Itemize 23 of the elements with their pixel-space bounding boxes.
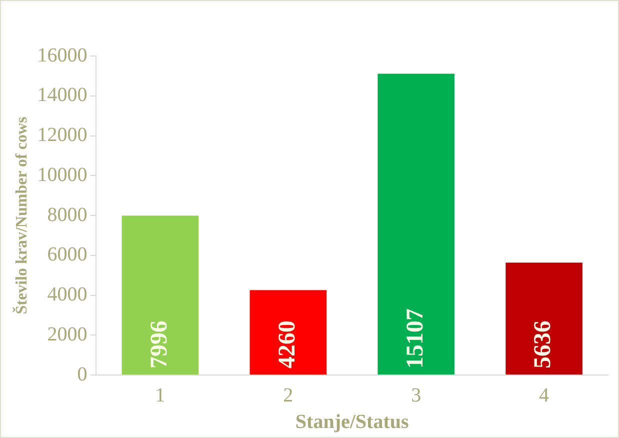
x-axis-title: Stanje/Status — [295, 411, 409, 434]
data-label: 4260 — [274, 320, 300, 368]
x-tick-label: 1 — [155, 384, 166, 406]
y-tick-label: 6000 — [47, 244, 88, 266]
data-label: 5636 — [530, 320, 556, 368]
bar — [506, 262, 582, 374]
bar — [378, 74, 454, 374]
bar — [250, 290, 327, 374]
y-tick-label: 16000 — [37, 44, 88, 66]
y-tick-label: 10000 — [37, 164, 88, 186]
data-label: 15107 — [402, 308, 428, 368]
y-tick-label: 8000 — [47, 204, 88, 226]
data-label: 7996 — [146, 320, 172, 368]
y-tick-label: 2000 — [47, 323, 88, 346]
bar — [122, 216, 199, 374]
x-tick-label: 4 — [539, 384, 550, 406]
y-tick-label: 0 — [77, 363, 88, 386]
y-tick-label: 4000 — [47, 284, 88, 306]
y-axis-title: Število krav/Number of cows — [12, 116, 31, 314]
y-tick-label: 14000 — [37, 84, 88, 106]
x-tick-label: 3 — [411, 384, 422, 406]
x-tick-label: 2 — [283, 384, 294, 406]
y-tick-label: 12000 — [37, 124, 88, 146]
